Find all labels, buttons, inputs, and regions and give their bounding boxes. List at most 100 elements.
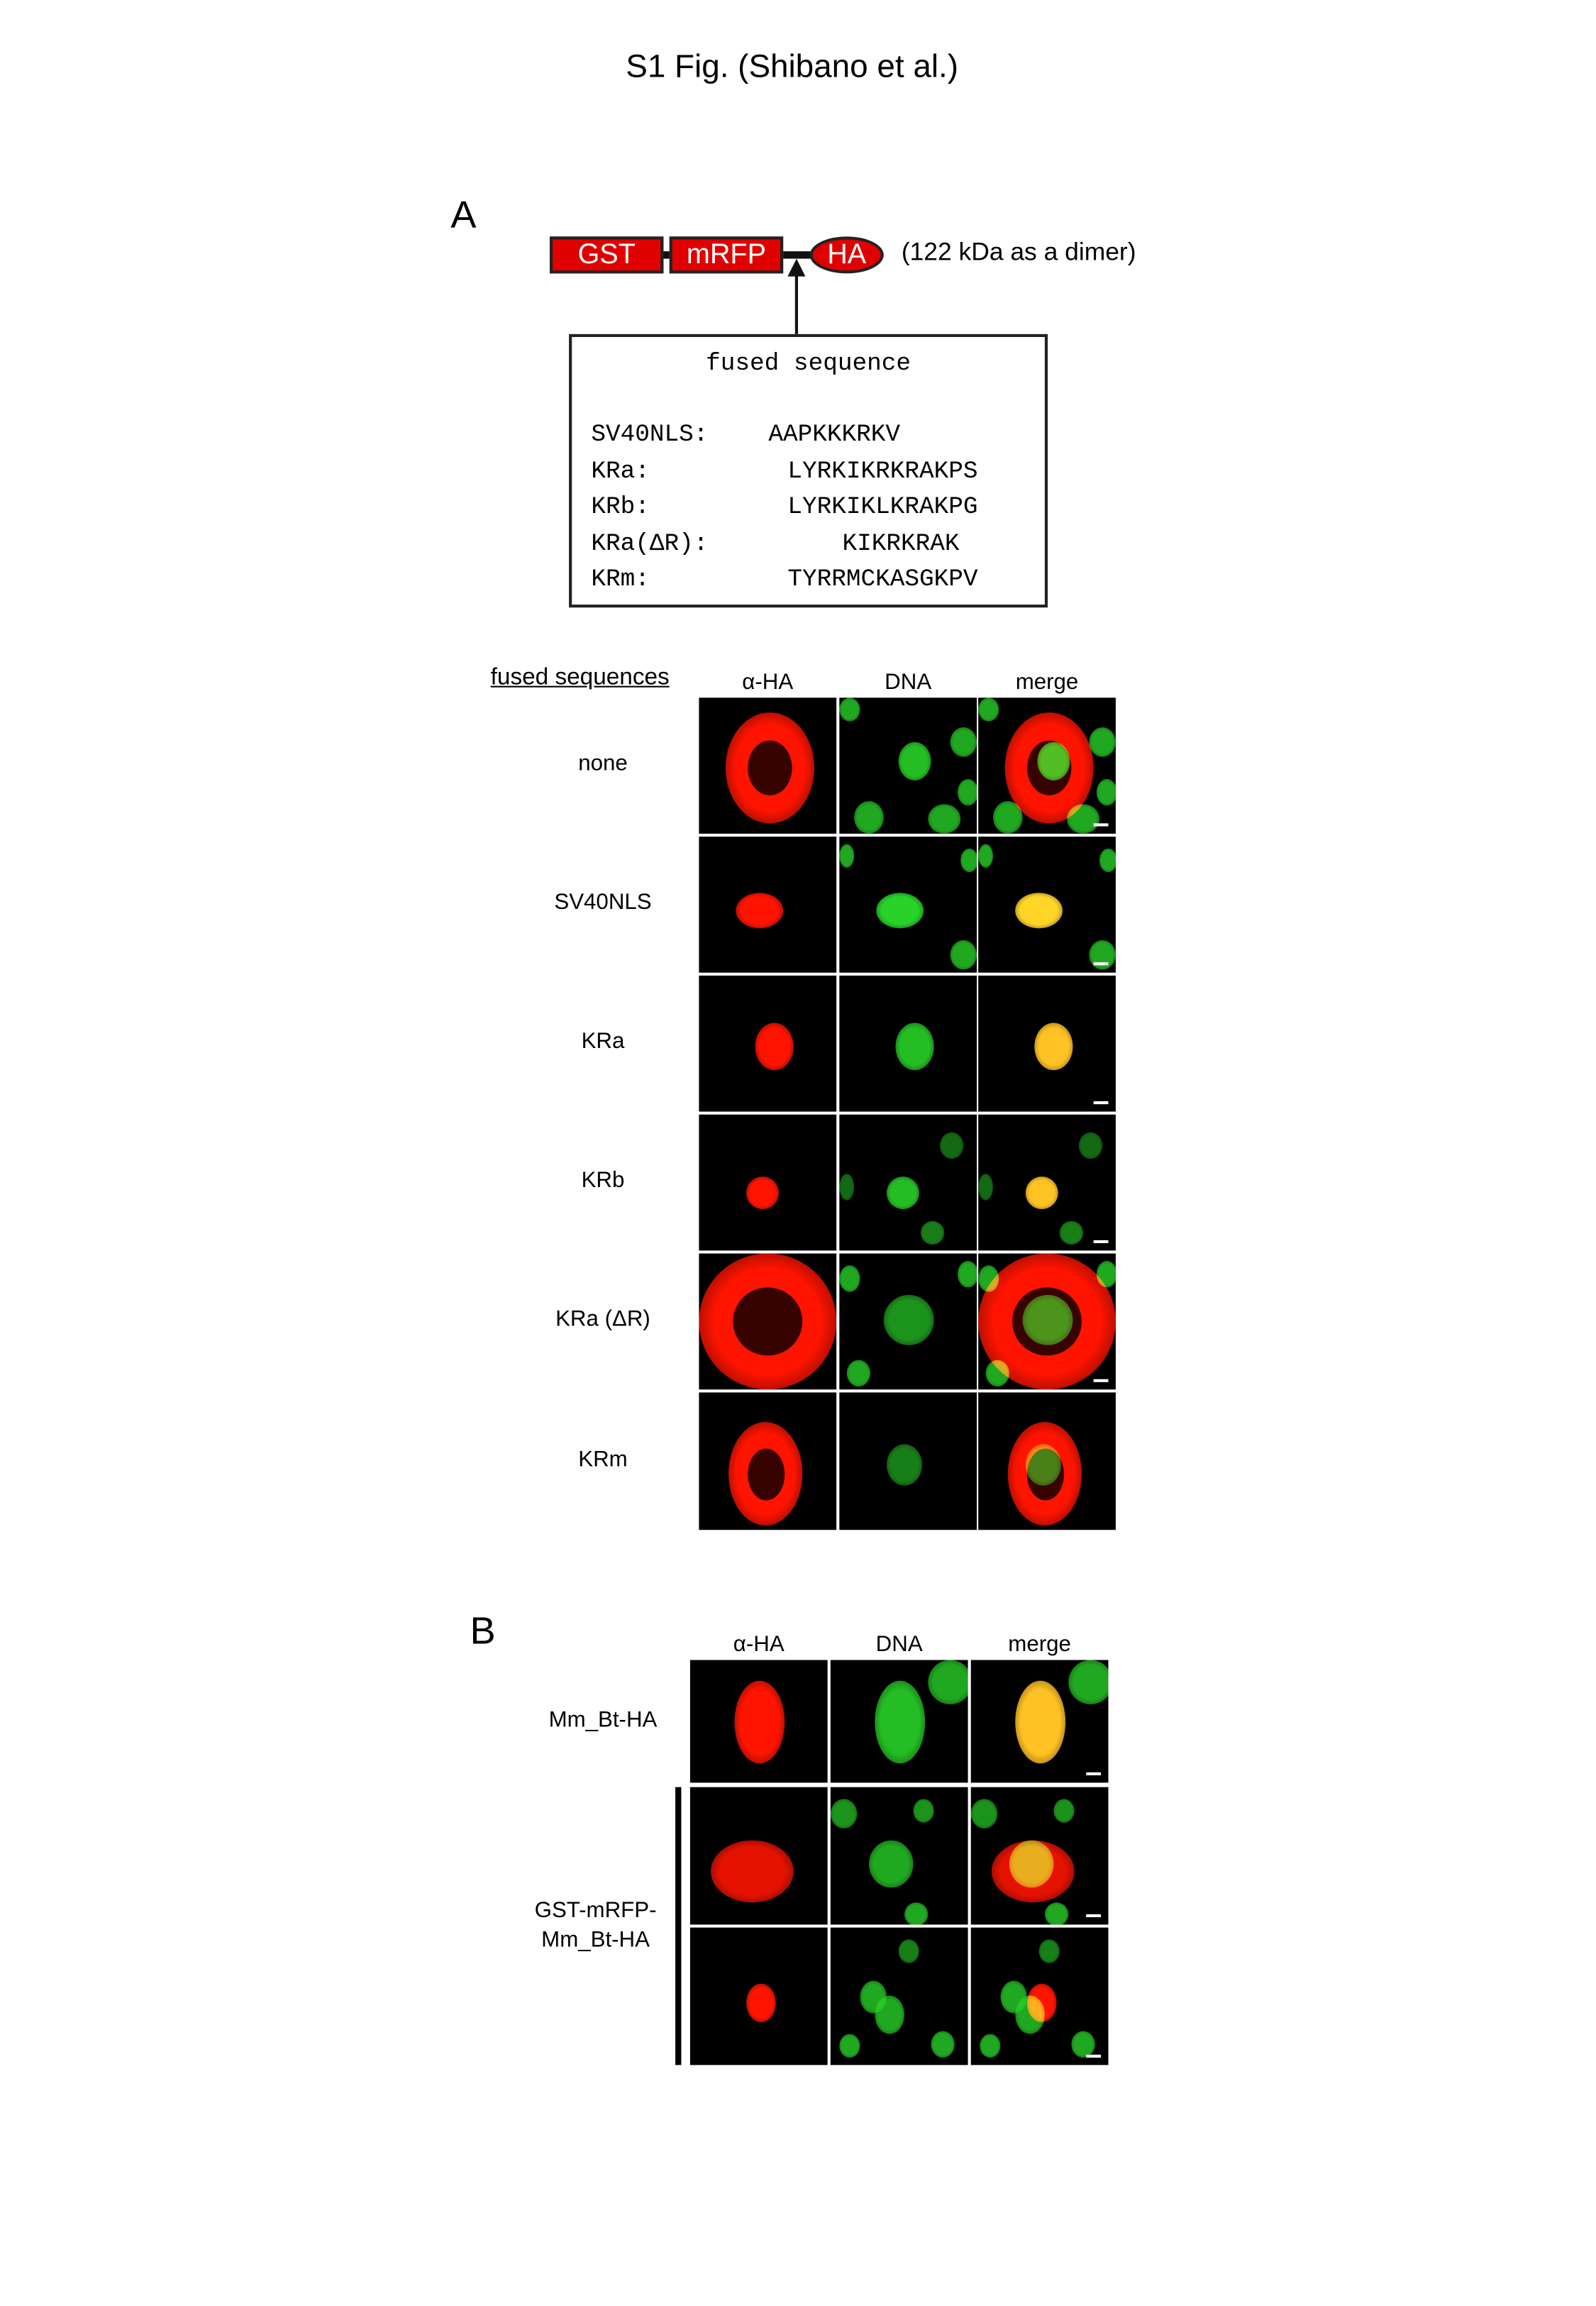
micrograph-alpha-ha (699, 975, 837, 1112)
stain-blob (876, 893, 924, 929)
stain-blob (734, 1680, 785, 1764)
micrograph-merge (970, 1787, 1109, 1925)
stain-blob (1038, 1939, 1060, 1963)
row-label-mm-bt-ha-fusion: Mm_Bt-HA (541, 1927, 650, 1953)
stain-blob (839, 2034, 860, 2058)
micrograph-dna (830, 1927, 968, 2065)
micrograph-dna (839, 1114, 977, 1251)
stain-blob (957, 778, 977, 806)
stain-blob (898, 741, 931, 780)
scale-bar (1086, 2054, 1102, 2058)
sequence-box: fused sequence SV40NLS: AAPKKKRKV KRa: LYRK… (569, 333, 1048, 608)
sequence-value: KIKRKRAK (842, 528, 960, 557)
figure-title: S1 Fig. (Shibano et al.) (626, 47, 959, 84)
gst-domain: GST (549, 236, 664, 274)
group-bracket (675, 1787, 682, 2065)
stain-blob (928, 804, 961, 834)
micrograph-merge (978, 1114, 1116, 1251)
panel-b-label: B (470, 1608, 496, 1653)
micrograph-alpha-ha (689, 1927, 828, 2065)
stain-blob (1007, 1422, 1082, 1526)
stain-blob (970, 1799, 998, 1829)
merge-overlay (978, 1392, 1116, 1530)
micrograph-alpha-ha (699, 1253, 837, 1390)
micrograph-dna (830, 1787, 968, 1925)
stain-blob (978, 844, 993, 868)
sequence-name: KRa(ΔR): (591, 528, 709, 557)
micrograph-merge (978, 975, 1116, 1112)
column-header: DNA (885, 669, 932, 695)
sequence-name: KRa: (591, 456, 650, 485)
stain-blob (875, 1995, 904, 2034)
micrograph-merge (970, 1660, 1109, 1783)
stain-blob (913, 1799, 934, 1823)
stain-blob (1015, 1680, 1066, 1764)
sequence-value: AAPKKKRKV (768, 419, 900, 448)
stain-blob (886, 1444, 922, 1486)
micrograph-dna (839, 975, 977, 1112)
micrograph-merge (978, 837, 1116, 973)
micrograph-merge (978, 697, 1116, 834)
stain-blob (960, 848, 977, 873)
column-header: α-HA (733, 1631, 785, 1657)
merge-overlay (978, 976, 1116, 1112)
stain-blob (1089, 727, 1116, 757)
row-label-gst-mrfp: GST-mRFP- (534, 1897, 657, 1924)
sequence-name: KRb: (591, 492, 650, 521)
stain-blob (1099, 848, 1116, 873)
micrograph-merge (978, 1392, 1116, 1530)
column-header: DNA (875, 1631, 923, 1657)
merge-overlay (978, 1253, 1116, 1390)
row-label: KRb (581, 1167, 625, 1193)
stain-blob (746, 1983, 776, 2022)
stain-blob (839, 1265, 860, 1292)
stain-blob (1071, 2031, 1095, 2058)
sequence-name: SV40NLS: (591, 419, 709, 448)
micrograph-merge (970, 1927, 1109, 2065)
nucleus-void (1026, 740, 1072, 796)
mrfp-domain: mRFP (669, 236, 784, 274)
stain-blob (839, 1174, 855, 1201)
stain-blob (928, 1660, 968, 1705)
column-header: α-HA (742, 669, 794, 695)
scale-bar (1093, 1101, 1109, 1105)
scale-bar (1093, 1240, 1109, 1244)
merge-overlay (971, 1660, 1109, 1783)
scale-bar (1093, 1379, 1109, 1382)
stain-blob (875, 1680, 926, 1764)
micrograph-alpha-ha (689, 1787, 828, 1925)
arrow-up-icon (787, 258, 806, 277)
arrow-line (794, 275, 798, 334)
stain-blob (1096, 778, 1116, 806)
stain-blob (898, 1939, 919, 1963)
ha-tag: HA (809, 236, 884, 274)
stain-blob (886, 1176, 919, 1210)
stain-blob (1026, 1983, 1057, 2022)
stain-blob (950, 939, 977, 970)
row-label: KRm (578, 1446, 628, 1472)
stain-blob (846, 1359, 871, 1387)
stain-blob (1059, 1220, 1084, 1245)
merge-overlay (971, 1928, 1109, 2065)
column-header: merge (1008, 1631, 1071, 1657)
stain-blob (980, 2034, 1001, 2058)
stain-blob (725, 712, 814, 824)
sequence-value: LYRKIKRKRAKPS (787, 456, 978, 485)
stain-blob (1044, 1902, 1069, 1925)
sequence-value: LYRKIKLKRAKPG (787, 492, 978, 521)
scale-bar (1086, 1772, 1102, 1776)
micrograph-merge (978, 1253, 1116, 1390)
row-label: none (578, 751, 628, 776)
micrograph-dna (830, 1660, 968, 1783)
rows-header: fused sequences (490, 665, 670, 690)
stain-blob (978, 697, 999, 722)
stain-blob (991, 1840, 1075, 1903)
stain-blob (711, 1840, 794, 1903)
stain-blob (1015, 893, 1063, 929)
stain-blob (1068, 1660, 1109, 1705)
column-header: merge (1015, 669, 1079, 695)
stain-blob (854, 801, 884, 834)
stain-blob (839, 697, 860, 722)
scale-bar (1086, 1914, 1102, 1918)
